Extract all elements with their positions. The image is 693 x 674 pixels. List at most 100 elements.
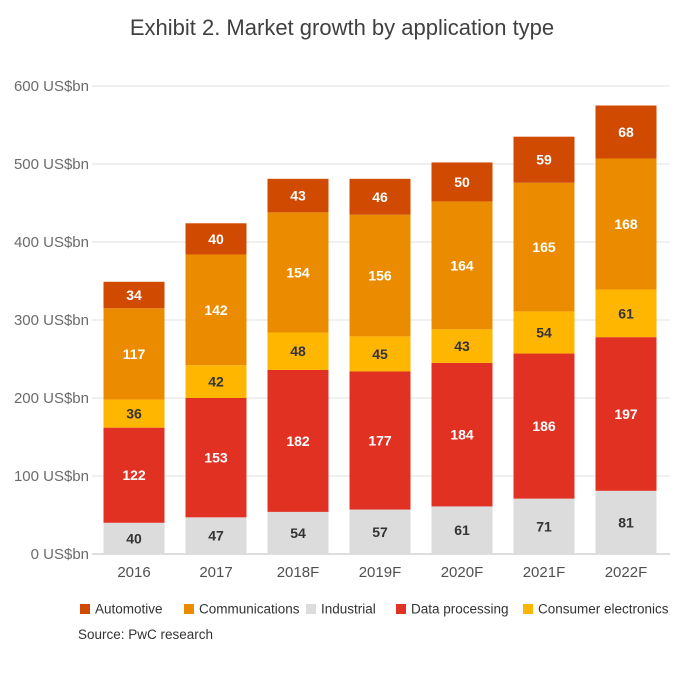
bar-segment-communications-2022f [595,158,657,290]
data-label-communications-2018f: 154 [286,264,310,280]
chart-title: Exhibit 2. Market growth by application … [130,15,554,40]
bar-segment-industrial-2017 [185,517,247,554]
bar-segment-data-processing-2019f [349,371,411,510]
bar-segment-data-processing-2020f [431,362,493,507]
legend-label-data-processing: Data processing [411,602,509,617]
x-axis-ticks: 2016 2017 2018F 2019F 2020F 2021F 2022F [117,564,647,581]
legend-swatch-automotive [80,604,90,614]
x-tick-label-2022f: 2022F [605,564,648,581]
data-label-communications-2019f: 156 [368,268,392,284]
bar-segment-industrial-2016 [103,522,165,554]
bar-segment-automotive-2018f [267,178,329,213]
bar-segment-communications-2019f [349,214,411,337]
bar-segment-industrial-2018f [267,511,329,554]
legend-swatch-consumer-electronics [523,604,533,614]
bar-segment-industrial-2020f [431,506,493,554]
bar-segment-communications-2017 [185,254,247,366]
legend-label-communications: Communications [199,602,300,617]
bar-segment-consumer-electronics-2017 [185,365,247,398]
bar-segment-industrial-2019f [349,509,411,554]
bar-segment-data-processing-2022f [595,337,657,491]
data-label-industrial-2016: 40 [126,530,142,546]
x-tick-label-2019f: 2019F [359,564,402,581]
y-tick-label-500: 500 US$bn [14,156,89,173]
data-label-data-processing-2022f: 197 [614,406,638,422]
bar-segment-consumer-electronics-2016 [103,399,165,428]
data-label-consumer-electronics-2018f: 48 [290,343,306,359]
bar-segment-industrial-2021f [513,498,575,554]
data-label-data-processing-2021f: 186 [532,418,556,434]
data-label-automotive-2019f: 46 [372,189,388,205]
x-tick-label-2017: 2017 [199,564,232,581]
bar-segment-automotive-2021f [513,136,575,183]
data-label-communications-2021f: 165 [532,239,556,255]
bar-segment-communications-2020f [431,201,493,330]
data-label-data-processing-2017: 153 [204,450,228,466]
bar-stack-2020f: 61 184 43 164 50 [431,162,493,554]
data-label-consumer-electronics-2016: 36 [126,406,142,422]
data-label-communications-2017: 142 [204,302,228,318]
data-label-communications-2016: 117 [123,346,146,362]
data-label-consumer-electronics-2020f: 43 [454,338,470,354]
legend-label-automotive: Automotive [95,602,163,617]
x-tick-label-2018f: 2018F [277,564,320,581]
bar-segment-data-processing-2017 [185,398,247,518]
data-label-consumer-electronics-2019f: 45 [372,346,388,362]
data-label-automotive-2020f: 50 [454,174,470,190]
data-label-industrial-2022f: 81 [618,514,634,530]
data-label-automotive-2017: 40 [208,231,224,247]
data-label-industrial-2021f: 71 [536,518,552,534]
legend-label-consumer-electronics: Consumer electronics [538,602,669,617]
bar-segment-automotive-2020f [431,162,493,202]
x-tick-label-2021f: 2021F [523,564,566,581]
bar-stack-2021f: 71 186 54 165 59 [513,136,575,554]
legend-swatch-data-processing [396,604,406,614]
data-label-industrial-2018f: 54 [290,525,306,541]
bar-segment-automotive-2017 [185,223,247,255]
data-label-industrial-2017: 47 [208,528,224,544]
x-tick-label-2016: 2016 [117,564,150,581]
y-tick-label-200: 200 US$bn [14,390,89,407]
legend-swatch-industrial [306,604,316,614]
y-tick-label-400: 400 US$bn [14,234,89,251]
x-tick-label-2020f: 2020F [441,564,484,581]
data-label-consumer-electronics-2021f: 54 [536,324,552,340]
data-label-automotive-2022f: 68 [618,124,634,140]
bar-segment-automotive-2016 [103,281,165,309]
data-label-communications-2020f: 164 [450,257,474,273]
bar-segment-consumer-electronics-2022f [595,289,657,338]
data-label-industrial-2020f: 61 [454,522,470,538]
bar-segment-consumer-electronics-2021f [513,311,575,354]
bar-segment-automotive-2019f [349,178,411,215]
data-label-automotive-2021f: 59 [536,152,552,168]
data-label-data-processing-2020f: 184 [450,427,474,443]
data-label-data-processing-2019f: 177 [368,433,392,449]
data-label-industrial-2019f: 57 [372,524,388,540]
bar-stack-2017: 47 153 42 142 40 [185,223,247,554]
bar-stack-2016: 40 122 36 117 34 [103,281,165,554]
data-label-data-processing-2016: 122 [122,467,146,483]
data-label-consumer-electronics-2022f: 61 [618,305,634,321]
y-tick-label-100: 100 US$bn [14,468,89,485]
data-label-automotive-2016: 34 [126,287,142,303]
bar-segment-consumer-electronics-2020f [431,329,493,363]
bar-segment-data-processing-2018f [267,369,329,512]
bar-segment-data-processing-2016 [103,427,165,523]
y-tick-label-300: 300 US$bn [14,312,89,329]
legend-swatch-communications [184,604,194,614]
bar-segment-data-processing-2021f [513,353,575,499]
bar-segment-automotive-2022f [595,105,657,159]
bars: 40 122 36 117 34 47 153 42 142 40 54 182 48 154 43 57 17… [103,105,657,554]
bar-segment-consumer-electronics-2018f [267,332,329,370]
bar-segment-communications-2018f [267,212,329,333]
data-label-data-processing-2018f: 182 [286,433,310,449]
data-label-consumer-electronics-2017: 42 [208,374,224,390]
bar-stack-2019f: 57 177 45 156 46 [349,178,411,554]
bar-stack-2018f: 54 182 48 154 43 [267,178,329,554]
source-note: Source: PwC research [78,627,213,642]
y-axis-ticks: 0 US$bn 100 US$bn 200 US$bn 300 US$bn 400 US… [14,78,89,563]
legend-label-industrial: Industrial [321,602,376,617]
bar-segment-communications-2021f [513,182,575,312]
